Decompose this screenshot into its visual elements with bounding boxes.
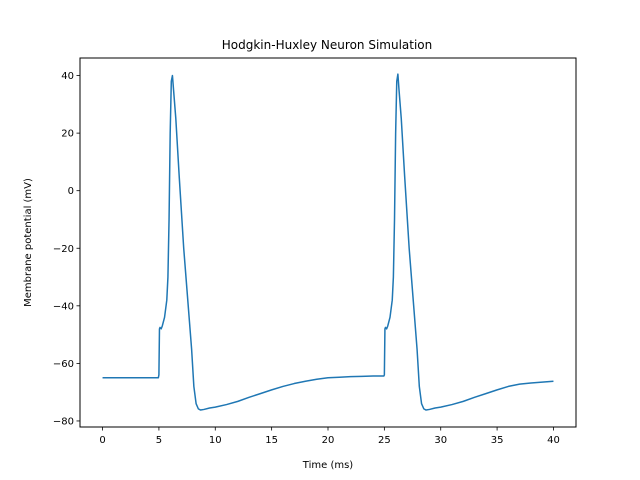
y-tick-label: 40 <box>61 71 74 82</box>
membrane-potential-line <box>102 73 554 411</box>
y-tick-label: −80 <box>53 416 74 427</box>
x-tick-label: 25 <box>378 435 391 446</box>
axis-ticks: 0 5 10 15 20 25 30 35 40 −80 −60 −40 −20 0 20 40 <box>53 71 560 446</box>
x-tick-label: 15 <box>265 435 278 446</box>
x-axis-label: Time (ms) <box>302 460 354 471</box>
y-tick-label: 20 <box>61 129 74 140</box>
x-tick-label: 10 <box>209 435 222 446</box>
x-tick-label: 30 <box>434 435 447 446</box>
y-tick-label: −60 <box>53 359 74 370</box>
y-axis-label: Membrane potential (mV) <box>23 178 34 307</box>
y-tick-label: −20 <box>53 244 74 255</box>
x-tick-label: 5 <box>156 435 162 446</box>
axes-frame <box>79 57 577 428</box>
chart-title: Hodgkin-Huxley Neuron Simulation <box>222 38 433 52</box>
x-tick-label: 0 <box>99 435 105 446</box>
x-tick-label: 35 <box>491 435 504 446</box>
y-tick-label: −40 <box>53 301 74 312</box>
y-tick-label: 0 <box>68 186 74 197</box>
x-tick-label: 40 <box>547 435 560 446</box>
plot-area <box>102 73 554 411</box>
x-tick-label: 20 <box>322 435 335 446</box>
